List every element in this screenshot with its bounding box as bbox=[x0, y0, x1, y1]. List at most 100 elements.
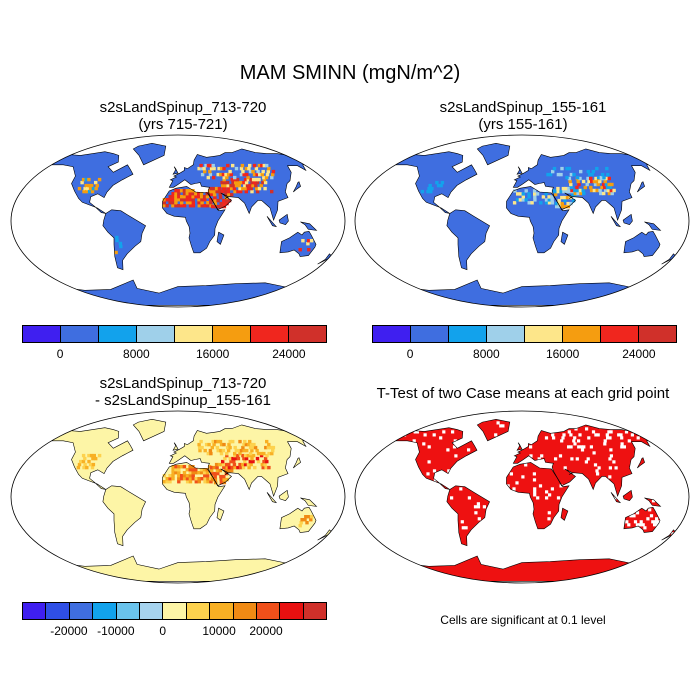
grid-cell bbox=[550, 198, 554, 202]
grid-cell bbox=[248, 163, 252, 168]
grid-cell bbox=[560, 204, 565, 209]
grid-cell bbox=[521, 195, 525, 199]
grid-cell bbox=[298, 524, 302, 528]
grid-cell bbox=[162, 201, 166, 205]
map-panel-difference bbox=[10, 410, 346, 584]
grid-cell bbox=[221, 172, 226, 177]
grid-cell bbox=[435, 180, 439, 185]
grid-cell bbox=[177, 192, 181, 196]
grid-cell bbox=[237, 448, 241, 453]
panel-2-title-line2: (yrs 155-161) bbox=[478, 116, 568, 133]
grid-cell bbox=[239, 166, 244, 171]
grid-cell bbox=[236, 189, 240, 194]
grid-cell bbox=[182, 195, 187, 199]
land-region bbox=[395, 427, 477, 490]
grid-cell bbox=[305, 521, 309, 525]
nonsignificant-cell bbox=[559, 484, 563, 488]
grid-cell bbox=[230, 465, 234, 470]
grid-cell bbox=[605, 166, 609, 171]
land-region bbox=[217, 508, 224, 521]
grid-cell bbox=[303, 518, 307, 522]
grid-cell bbox=[200, 198, 204, 202]
grid-cell bbox=[182, 189, 187, 193]
colorbar-difference-swatch bbox=[280, 603, 304, 619]
grid-cell bbox=[185, 468, 189, 472]
colorbar-difference-swatch bbox=[116, 603, 140, 619]
nonsignificant-cell bbox=[515, 481, 519, 485]
grid-cell bbox=[271, 172, 275, 177]
grid-cell bbox=[552, 166, 557, 171]
nonsignificant-cell bbox=[509, 472, 513, 476]
grid-cell bbox=[168, 201, 172, 205]
grid-cell bbox=[221, 448, 226, 453]
grid-cell bbox=[206, 175, 210, 180]
grid-cell bbox=[228, 456, 232, 461]
grid-cell bbox=[539, 201, 543, 205]
coastline bbox=[623, 230, 661, 257]
grid-cell bbox=[571, 192, 575, 197]
nonsignificant-cell bbox=[643, 526, 647, 530]
nonsignificant-cell bbox=[638, 523, 642, 527]
grid-cell bbox=[88, 462, 93, 467]
grid-cell bbox=[241, 186, 245, 191]
colorbar-case1-tick-label: 24000 bbox=[272, 347, 306, 361]
nonsignificant-cell bbox=[548, 493, 552, 497]
grid-cell bbox=[180, 204, 184, 208]
grid-cell bbox=[213, 195, 217, 200]
nonsignificant-cell bbox=[613, 496, 617, 500]
grid-cell bbox=[209, 201, 213, 205]
coastline bbox=[132, 418, 167, 442]
grid-cell bbox=[245, 448, 249, 453]
grid-cell bbox=[211, 439, 215, 444]
grid-cell bbox=[234, 180, 238, 185]
nonsignificant-cell bbox=[533, 490, 537, 494]
grid-cell bbox=[215, 468, 220, 473]
grid-cell bbox=[265, 459, 269, 464]
nonsignificant-cell bbox=[569, 433, 573, 437]
grid-cell bbox=[556, 189, 560, 194]
grid-cell bbox=[596, 182, 600, 187]
colorbar-difference-tick-label: 0 bbox=[159, 624, 167, 638]
grid-cell bbox=[527, 192, 531, 196]
grid-cell bbox=[205, 195, 210, 199]
grid-cell bbox=[527, 201, 531, 205]
nonsignificant-cell bbox=[450, 496, 454, 500]
coastline bbox=[293, 457, 301, 469]
coastline bbox=[516, 442, 523, 451]
nonsignificant-cell bbox=[580, 448, 585, 452]
grid-cell bbox=[228, 169, 232, 174]
grid-cell bbox=[587, 179, 591, 184]
grid-cell bbox=[168, 474, 172, 478]
grid-cell bbox=[218, 439, 223, 444]
grid-cell bbox=[191, 468, 195, 472]
grid-cell bbox=[210, 471, 214, 476]
nonsignificant-cell bbox=[635, 523, 639, 527]
grid-cell bbox=[227, 468, 231, 473]
grid-cell bbox=[604, 188, 608, 193]
grid-cell bbox=[218, 192, 222, 197]
grid-cell bbox=[188, 201, 193, 205]
grid-cell bbox=[218, 189, 222, 194]
land-region bbox=[133, 143, 166, 165]
grid-cell bbox=[216, 448, 220, 453]
land-region bbox=[317, 253, 333, 265]
grid-cell bbox=[210, 477, 215, 482]
grid-cell bbox=[251, 177, 256, 182]
grid-cell bbox=[242, 456, 246, 461]
land-region bbox=[279, 507, 316, 533]
colorbar-difference-swatch bbox=[303, 603, 327, 619]
nonsignificant-cell bbox=[551, 433, 555, 437]
panel-2-title: s2sLandSpinup_155-161 (yrs 155-161) bbox=[358, 99, 688, 133]
grid-cell bbox=[248, 169, 253, 174]
grid-cell bbox=[246, 175, 250, 180]
grid-cell bbox=[262, 459, 266, 464]
nonsignificant-cell bbox=[536, 496, 540, 500]
colorbar-difference-tick-label: 10000 bbox=[202, 624, 236, 638]
grid-cell bbox=[203, 477, 207, 481]
map-panel-ttest bbox=[354, 410, 690, 584]
grid-cell bbox=[208, 169, 212, 174]
grid-cell bbox=[256, 169, 260, 174]
grid-cell bbox=[603, 185, 607, 190]
land-cells bbox=[51, 418, 333, 582]
grid-cell bbox=[200, 477, 204, 481]
